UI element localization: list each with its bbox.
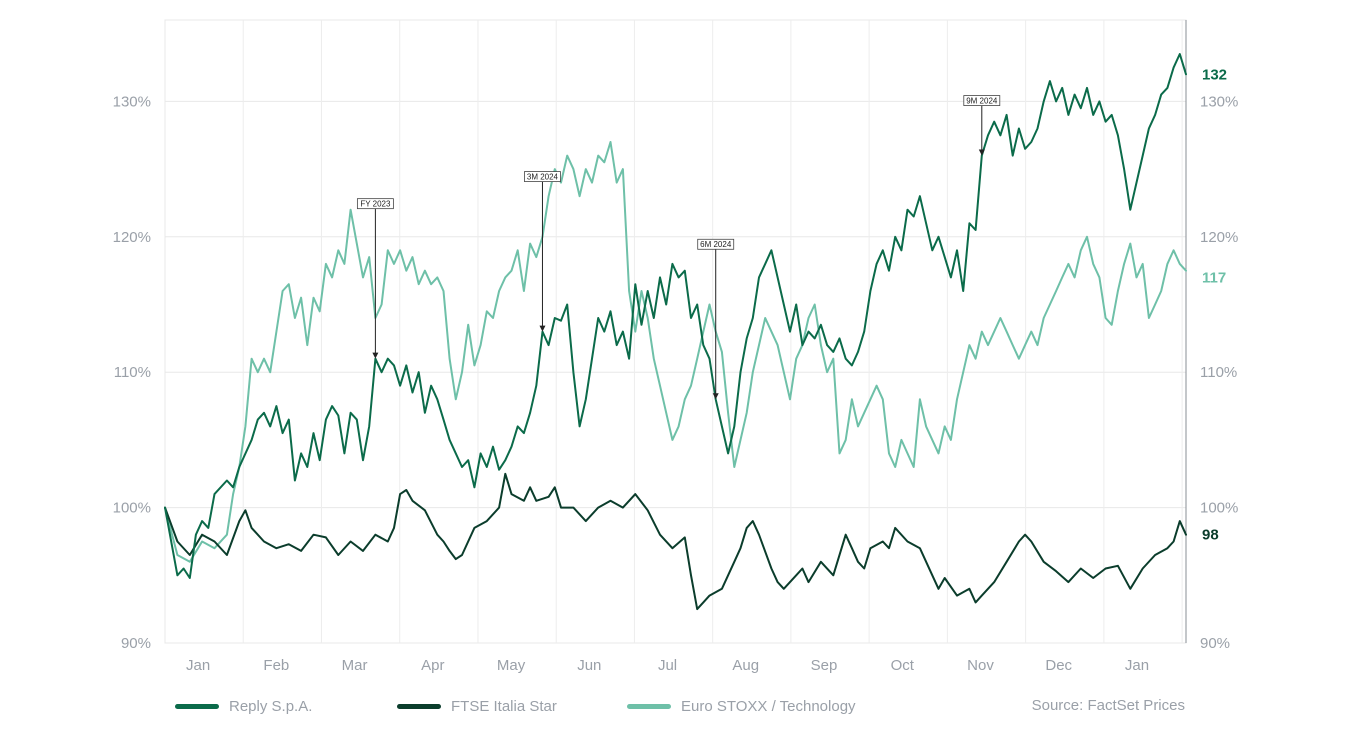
x-tick-label: Oct	[891, 657, 915, 674]
annotation-marker: 3M 2024	[524, 171, 561, 332]
series-line-2	[164, 141, 1187, 563]
x-tick-label: Mar	[342, 657, 368, 674]
y-axis-right: 90% 100% 110% 120% 130%	[1200, 93, 1238, 652]
annotation-label: 9M 2024	[966, 96, 998, 105]
y-axis-left: 90% 100% 110% 120% 130%	[113, 93, 151, 652]
legend-item-reply: Reply S.p.A.	[175, 694, 312, 718]
legend: Reply S.p.A. FTSE Italia Star Euro STOXX…	[175, 694, 1185, 718]
x-tick-label: May	[497, 657, 526, 674]
x-tick-label: Jun	[577, 657, 601, 674]
x-axis: Jan Feb Mar Apr May Jun Jul Aug Sep Oct Nov Dec Jan	[186, 657, 1149, 674]
end-label-1: 98	[1202, 527, 1219, 544]
plot-frame	[164, 19, 1187, 644]
legend-swatch-reply	[175, 703, 219, 709]
y-tick-label-left: 130%	[113, 93, 151, 110]
y-tick-label-left: 90%	[121, 635, 151, 652]
annotation-marker: 6M 2024	[697, 238, 735, 400]
annotation-label: FY 2023	[360, 199, 391, 208]
annotation-marker: FY 2023	[356, 198, 394, 359]
x-tick-label: Aug	[732, 657, 759, 674]
y-tick-label-right: 130%	[1200, 93, 1238, 110]
y-tick-label-right: 100%	[1200, 500, 1238, 517]
annotation-box	[963, 95, 1001, 106]
x-tick-label: Jul	[658, 657, 677, 674]
source-note: Source: FactSet Prices	[1031, 697, 1185, 714]
annotation-arrow	[712, 393, 719, 400]
annotation-label: 3M 2024	[527, 172, 559, 181]
y-tick-label-right: 110%	[1200, 364, 1237, 381]
legend-label-reply: Reply S.p.A.	[229, 697, 313, 715]
legend-swatch-ftse	[397, 703, 441, 709]
end-label-2: 117	[1202, 269, 1226, 286]
annotation-box	[356, 198, 394, 210]
legend-label-stoxx: Euro STOXX / Technology	[681, 697, 856, 715]
annotation-arrow	[539, 325, 546, 332]
legend-label-ftse: FTSE Italia Star	[451, 697, 557, 715]
annotation-arrow	[978, 149, 985, 156]
end-label-0: 132	[1202, 66, 1227, 83]
x-tick-label: Jan	[1125, 657, 1149, 674]
annotation-arrow	[372, 352, 379, 359]
x-tick-label: Nov	[967, 657, 994, 674]
chart-grid	[164, 19, 1187, 644]
x-tick-label: Jan	[186, 657, 210, 674]
annotation-label: 6M 2024	[700, 240, 732, 249]
annotation-box	[697, 238, 735, 250]
y-tick-label-left: 110%	[114, 364, 151, 381]
legend-item-stoxx: Euro STOXX / Technology	[627, 694, 856, 718]
legend-swatch-stoxx	[627, 703, 671, 709]
legend-item-ftse: FTSE Italia Star	[397, 694, 557, 718]
series-line-1	[164, 472, 1187, 611]
y-tick-label-left: 100%	[113, 500, 151, 517]
annotation-box	[524, 171, 561, 182]
y-tick-label-left: 120%	[113, 229, 151, 246]
x-tick-label: Dec	[1045, 657, 1072, 674]
end-labels: 132 98 117	[1202, 66, 1227, 543]
y-tick-label-right: 120%	[1200, 229, 1238, 246]
x-tick-label: Apr	[421, 657, 444, 674]
line-chart: 90%100%110%120%130% 90%100%110%120%130% …	[113, 19, 1238, 674]
annotation-marker: 9M 2024	[963, 95, 1001, 156]
annotations: FY 2023 3M 2024 6M 2024 9M 2024	[356, 95, 1001, 400]
series-line-0	[164, 53, 1187, 579]
x-tick-label: Sep	[811, 657, 838, 674]
y-tick-label-right: 90%	[1200, 635, 1230, 652]
series-lines	[164, 53, 1187, 611]
x-tick-label: Feb	[263, 657, 289, 674]
